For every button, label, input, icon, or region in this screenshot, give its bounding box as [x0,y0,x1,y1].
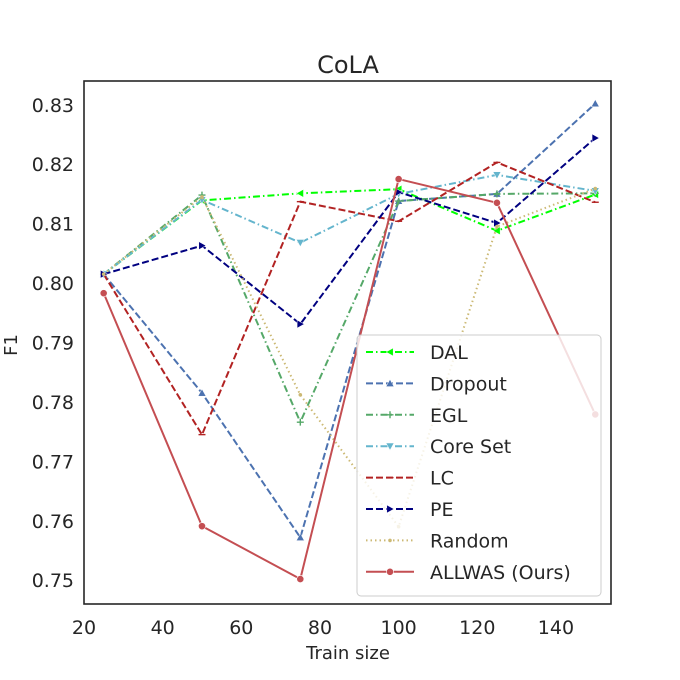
x-tick-label: 20 [72,617,96,639]
marker-triangle-up [197,388,207,397]
marker-triangle-left [385,347,394,357]
series-pe [100,133,600,329]
legend-box [356,334,602,597]
marker-plus [386,411,394,419]
x-axis-title: Train size [305,643,390,664]
legend: DAL Dropout EGL Core Set LC PE Random ALLWAS (O… [356,334,602,597]
legend-item: Random [366,530,509,552]
marker-circle [394,175,403,183]
marker-dot [388,538,392,543]
y-tick-label: 0.82 [32,154,74,176]
legend-item: ALLWAS (Ours) [366,562,571,584]
x-tick-label: 120 [459,617,495,639]
marker-triangle-down [295,239,305,248]
plot-series [99,99,600,583]
marker-plus [296,418,304,426]
axis-ticks: 20 40 60 80 100 120 140 0.75 0.76 0.77 0.78 0.79 0.8… [32,95,574,639]
legend-item: EGL [366,405,468,427]
marker-triangle-right [386,504,395,514]
marker-triangle-right [296,319,305,329]
marker-triangle-up [590,99,600,108]
marker-triangle-up [385,378,395,387]
marker-circle [198,522,206,531]
y-tick-label: 0.76 [32,511,74,533]
series-line [102,102,596,539]
legend-label: EGL [430,405,468,427]
marker-circle [296,575,305,583]
x-tick-label: 40 [151,617,175,639]
series-line [103,137,596,326]
legend-label: LC [430,468,454,490]
x-tick-label: 140 [538,617,574,639]
marker-circle [493,198,501,207]
marker-triangle-down [492,171,502,180]
marker-triangle-up [295,532,305,541]
legend-item: LC [366,468,454,490]
marker-circle [99,289,108,298]
y-tick-label: 0.80 [32,273,74,295]
series-line [103,192,596,424]
y-tick-label: 0.79 [32,333,74,355]
y-tick-label: 0.75 [32,570,74,592]
marker-triangle-left [295,188,304,198]
marker-plus [493,190,501,198]
y-tick-label: 0.77 [32,451,74,473]
marker-circle [386,567,394,576]
y-axis-title: F1 [1,334,22,356]
marker-dot [298,393,303,397]
marker-triangle-right [198,241,207,251]
chart-title: CoLA [317,51,379,79]
series-lc [100,161,599,436]
marker-dot [495,224,499,229]
series-line [102,161,596,436]
marker-dot [200,195,204,199]
plot-frame [83,80,612,605]
legend-item: Core Set [366,436,511,458]
legend-label: Random [430,530,509,552]
series-line [103,173,596,275]
legend-item: DAL [366,342,468,364]
legend-item: PE [366,499,453,521]
series-line [103,188,596,275]
legend-label: Dropout [430,373,507,395]
series-line [103,187,596,528]
marker-dot [593,186,598,191]
x-tick-label: 80 [308,617,332,639]
legend-label: ALLWAS (Ours) [430,562,571,584]
series-line [102,178,597,581]
marker-dot [101,272,106,276]
y-tick-label: 0.83 [32,95,74,117]
x-tick-label: 100 [380,617,416,639]
legend-item: Dropout [366,373,507,395]
y-tick-label: 0.81 [32,214,74,236]
legend-label: Core Set [430,436,511,458]
marker-triangle-down [385,442,395,451]
legend-label: DAL [430,342,468,364]
legend-label: PE [430,499,453,521]
marker-plus [395,197,403,205]
y-tick-label: 0.78 [32,392,74,414]
marker-triangle-right [591,133,600,143]
x-tick-label: 60 [229,617,253,639]
